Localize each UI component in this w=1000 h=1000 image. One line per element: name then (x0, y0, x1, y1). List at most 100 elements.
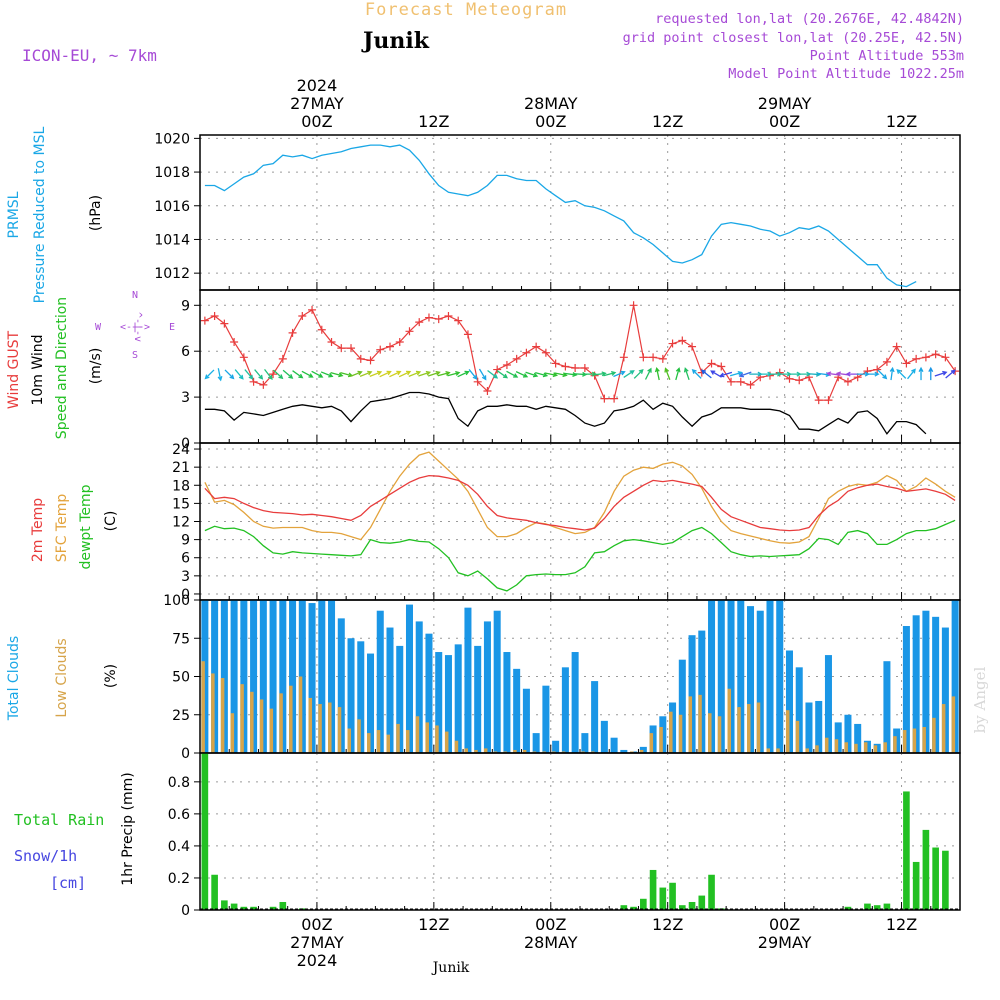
compass-ns-axis: ^-|-v (132, 312, 143, 342)
total-cloud-bar (785, 650, 793, 753)
rain-bar (864, 903, 871, 910)
y-tick-label: 0.8 (168, 775, 190, 791)
low-cloud-bar (902, 730, 907, 753)
wind-gust-marker (366, 356, 375, 365)
total-cloud-bar (571, 652, 579, 753)
temp-dewpt-label: dewpt Temp (78, 484, 94, 569)
top-time-label: 29MAY (758, 94, 812, 113)
wind-ylabel: (m/s) (88, 348, 104, 385)
wind-gust-marker (785, 374, 794, 383)
wind-direction-arrow (664, 367, 671, 380)
wind-direction-arrow (457, 370, 470, 378)
low-cloud-bar (854, 743, 858, 753)
temp-ylabel: (C) (103, 511, 119, 532)
wind-direction-arrow (398, 370, 412, 378)
wind-gust-marker (220, 319, 229, 328)
total-cloud-bar (717, 600, 725, 753)
total-cloud-bar (902, 626, 910, 753)
total-cloud-bar (240, 600, 248, 753)
wind-direction-arrow (675, 367, 681, 381)
wind-gust-marker (337, 344, 346, 353)
low-cloud-bar (737, 707, 741, 753)
total-cloud-bar (824, 655, 832, 753)
total-cloud-bar (337, 618, 345, 753)
wind-direction-arrow (907, 368, 916, 380)
wind-gust-marker (395, 338, 404, 347)
sfc-temp-line (204, 451, 956, 544)
wind-gust-marker (873, 365, 882, 374)
rain-bar (932, 847, 939, 910)
temperature-panel: 2m Temp SFC Temp dewpt Temp (C) 0 3 6 9 12 15… (30, 442, 961, 603)
wind-gust-line (204, 305, 956, 401)
wind-gust-marker (493, 365, 502, 374)
precip-panel: Total Rain Snow/1h [cm] 1hr Precip (mm) … (14, 752, 961, 919)
rain-bar (620, 905, 628, 910)
total-cloud-bar (610, 737, 618, 753)
low-cloud-bar (259, 699, 264, 753)
wind-gust-marker (843, 377, 852, 386)
y-tick-label: 9 (181, 533, 190, 549)
low-cloud-bar (522, 749, 527, 753)
wind-gust-marker (688, 342, 697, 351)
compass-we-axis: <-|-> (120, 322, 150, 333)
wind-direction-arrow (496, 370, 509, 379)
low-cloud-bar (727, 688, 732, 753)
low-cloud-bar (376, 730, 381, 753)
top-time-label: 00Z (769, 112, 800, 131)
wind-direction-arrow (654, 366, 660, 381)
low-cloud-bar (863, 742, 868, 753)
wind-gust-label: Wind GUST (6, 330, 22, 409)
y-tick-label: 1012 (154, 266, 190, 282)
low-cloud-bar (756, 702, 761, 753)
wind-direction-arrow (506, 370, 519, 378)
bottom-time-label: 29MAY (758, 933, 812, 952)
total-cloud-bar (815, 700, 823, 753)
top-time-label: 12Z (652, 112, 683, 131)
wind-direction-arrow (719, 371, 733, 378)
y-tick-label: 75 (172, 631, 190, 647)
wind-direction-arrow (738, 371, 752, 378)
total-cloud-bar (688, 635, 696, 753)
wind-gust-marker (892, 342, 901, 351)
wind-gust-marker (678, 336, 687, 345)
low-cloud-bar (318, 704, 322, 753)
pressure-line (204, 144, 917, 288)
total-cloud-bar (513, 668, 521, 753)
y-tick-label: 1020 (154, 131, 190, 147)
wind-gust-marker (454, 316, 463, 325)
wind-gust-marker (532, 342, 541, 351)
footer-location: Junik (431, 960, 470, 976)
wind-gust-marker (902, 359, 911, 368)
low-cloud-bar (951, 696, 956, 753)
low-cloud-bar (425, 722, 429, 753)
rain-bar (844, 906, 852, 910)
wind-gust-marker (308, 305, 317, 314)
wind-gust-marker (727, 377, 736, 386)
wind-gust-marker (707, 359, 716, 368)
low-cloud-bar (298, 676, 303, 753)
total-cloud-bar (259, 600, 267, 753)
wind-gust-marker (473, 377, 482, 386)
wind-gust-marker (298, 312, 307, 321)
total-rain-label: Total Rain (14, 811, 104, 829)
low-cloud-bar (844, 742, 848, 753)
rain-bar (221, 900, 228, 910)
low-cloud-bar (561, 751, 566, 753)
y-tick-label: 18 (172, 478, 190, 494)
wind-gust-marker (561, 362, 570, 371)
wind-direction-arrow (359, 370, 373, 377)
top-time-label: 00Z (301, 112, 332, 131)
wind-direction-arrow (928, 366, 934, 381)
low-cloud-bar (659, 726, 663, 753)
total-cloud-bar (425, 633, 433, 753)
low-cloud-bar (708, 713, 712, 753)
low-cloud-bar (873, 745, 878, 753)
wind-direction-arrow (683, 367, 690, 381)
wind-direction-arrow (369, 370, 383, 377)
low-cloud-bar (474, 749, 478, 753)
wind-gust-marker (541, 348, 550, 357)
total-cloud-bar (503, 652, 511, 753)
wind-direction-arrow (282, 369, 294, 379)
wind-direction-arrow (244, 369, 254, 380)
compass-s: S (132, 350, 138, 361)
